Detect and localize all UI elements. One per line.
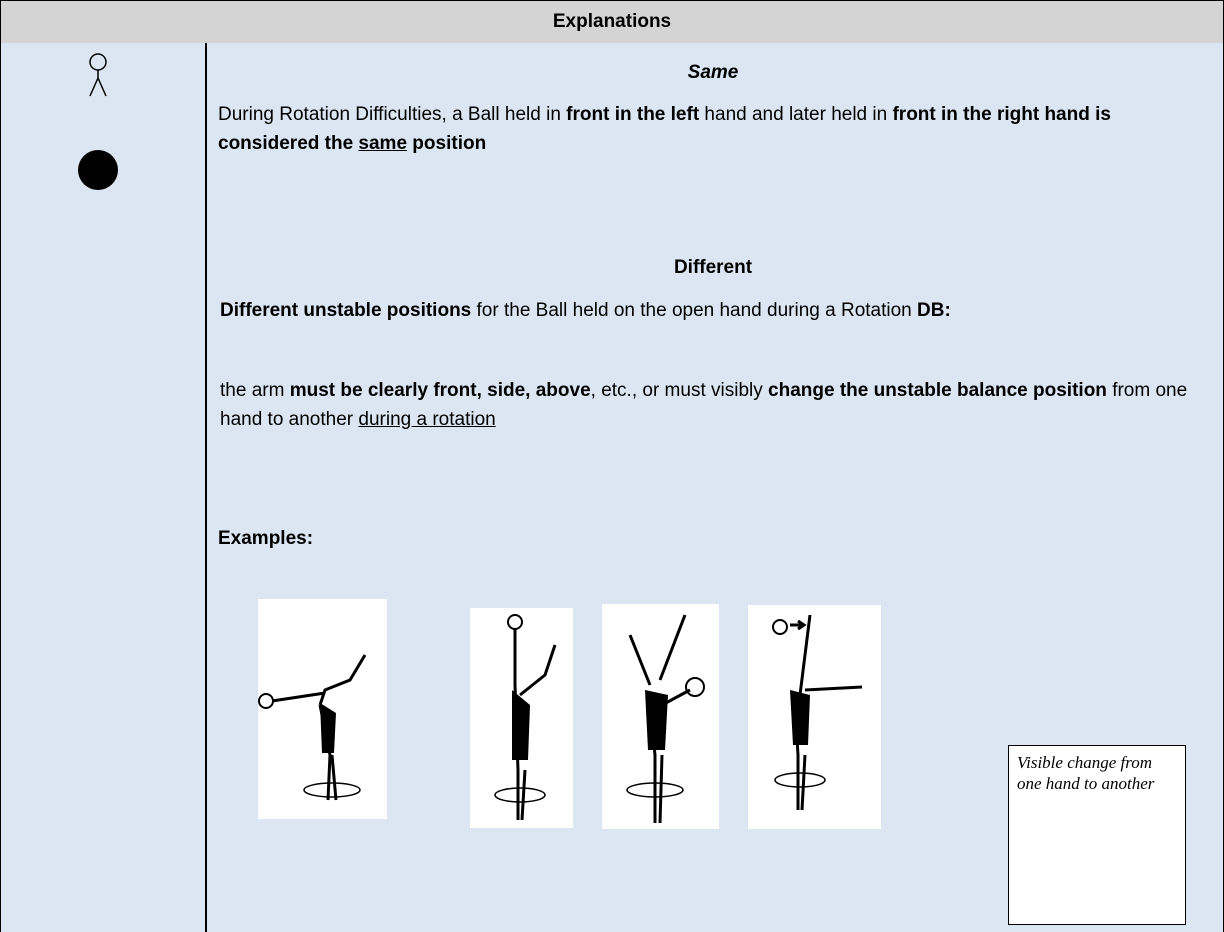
- different-heading: Different: [673, 257, 753, 278]
- text: , etc., or must visibly: [590, 380, 769, 401]
- text: front in the right hand is considered th…: [218, 104, 1111, 154]
- gymnast-image: [602, 604, 719, 829]
- ball-icon: [78, 150, 118, 190]
- table-header: Explanations: [0, 0, 1224, 44]
- text: same: [358, 133, 408, 154]
- text: change the unstable balance position: [768, 380, 1107, 401]
- examples-label: Examples:: [218, 528, 314, 549]
- text: must be clearly front, side, above: [289, 380, 591, 401]
- gymnast-image: [470, 608, 573, 828]
- different-paragraph: the arm must be clearly front, side, abo…: [220, 376, 1210, 434]
- text: During Rotation Difficulties, a Ball hel…: [218, 104, 567, 125]
- text: from one hand to another: [220, 380, 1188, 430]
- text: hand and later held in: [699, 104, 893, 125]
- text: during a rotation: [358, 409, 496, 430]
- icons: [78, 53, 118, 190]
- gymnast-image: [258, 599, 387, 819]
- text: for the Ball held on the open hand durin…: [471, 300, 918, 321]
- text: front in the left: [566, 104, 700, 125]
- text: position: [407, 133, 487, 154]
- text: DB:: [917, 300, 951, 321]
- icon-column: [0, 43, 207, 932]
- same-heading: Same: [687, 62, 739, 83]
- text: Different unstable positions: [220, 300, 472, 321]
- gymnast-image: [748, 605, 881, 829]
- gymnast-icon-body: [89, 70, 107, 97]
- note-box: Visible change from one hand to another: [1008, 745, 1186, 925]
- example-images: [258, 599, 881, 829]
- text: the arm: [220, 380, 290, 401]
- different-paragraph: Different unstable positions for the Bal…: [220, 296, 1210, 325]
- same-paragraph: During Rotation Difficulties, a Ball hel…: [218, 100, 1208, 158]
- gymnast-icon-head: [89, 53, 107, 71]
